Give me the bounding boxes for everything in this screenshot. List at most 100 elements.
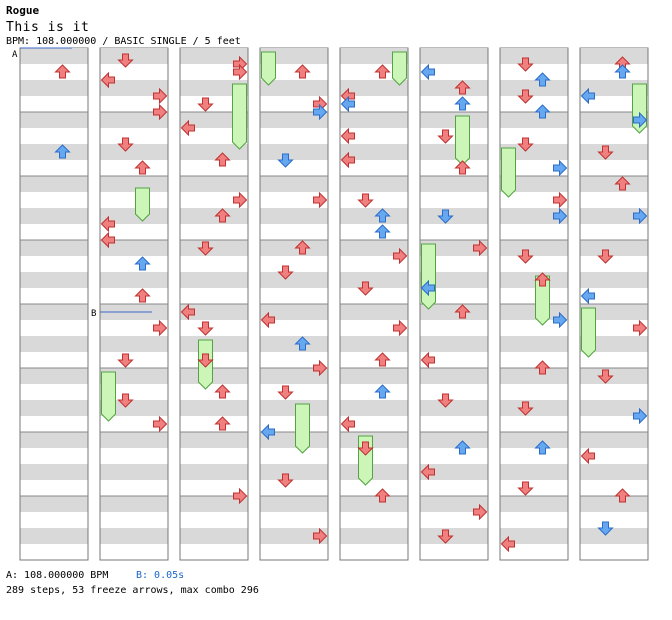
step-arrow [420,63,435,81]
step-arrow [553,207,568,225]
step-arrow [197,97,214,112]
step-arrow [553,311,568,329]
step-arrow [633,111,648,129]
step-arrow [633,407,648,425]
beat-stripe [260,432,328,448]
beat-stripe [340,336,408,352]
step-arrow [180,303,195,321]
beat-stripe [340,176,408,192]
step-arrow [393,247,408,265]
beat-stripe [260,528,328,544]
step-arrow [534,440,551,455]
step-arrow [153,87,168,105]
beat-stripe [340,208,408,224]
marker-b-label: B [91,309,96,319]
beat-stripe [340,272,408,288]
step-arrow [437,393,454,408]
beat-stripe [20,272,88,288]
beat-stripe [260,272,328,288]
step-arrow [54,64,71,79]
step-arrow [374,352,391,367]
beat-stripe [420,336,488,352]
beat-stripe [500,48,568,64]
beat-stripe [500,336,568,352]
step-arrow [517,481,534,496]
step-arrow [357,441,374,456]
step-arrow [473,503,488,521]
song-title: Rogue [6,4,40,17]
step-arrow [580,87,595,105]
step-arrow [454,304,471,319]
beat-stripe [420,144,488,160]
step-arrow [134,288,151,303]
beat-stripe [420,368,488,384]
step-arrow [633,319,648,337]
beat-stripe [420,272,488,288]
beat-stripe [20,240,88,256]
beat-stripe [340,528,408,544]
step-arrow [180,119,195,137]
step-arrow [277,153,294,168]
step-arrow [313,359,328,377]
beat-stripe [20,208,88,224]
beat-stripe [180,368,248,384]
beat-stripe [580,208,648,224]
beat-stripe [580,400,648,416]
beat-stripe [100,432,168,448]
chart-stats: 289 steps, 53 freeze arrows, max combo 2… [6,585,259,596]
step-arrow [374,488,391,503]
step-arrow [117,137,134,152]
step-arrow [197,353,214,368]
step-arrow [597,369,614,384]
beat-stripe [180,496,248,512]
beat-stripe [260,368,328,384]
freeze-arrow [261,51,276,86]
beat-stripe [340,144,408,160]
beat-stripe [260,176,328,192]
beat-stripe [580,528,648,544]
step-arrow [214,384,231,399]
beat-stripe [20,48,88,64]
step-arrow [340,151,355,169]
beat-stripe [260,80,328,96]
beat-stripe [100,272,168,288]
beat-stripe [340,400,408,416]
beat-stripe [340,368,408,384]
step-arrow [214,208,231,223]
beat-stripe [500,240,568,256]
freeze-arrow [501,147,516,198]
step-arrow [134,256,151,271]
step-arrow [117,353,134,368]
step-arrow [100,231,115,249]
beat-stripe [20,496,88,512]
step-arrow [534,104,551,119]
step-chart: AB [12,47,649,561]
step-arrow [357,193,374,208]
beat-stripe [100,208,168,224]
step-arrow [277,473,294,488]
beat-stripe [500,528,568,544]
step-arrow [294,240,311,255]
step-arrow [100,215,115,233]
freeze-arrow [392,51,407,86]
step-arrow [517,57,534,72]
beat-stripe [580,240,648,256]
step-arrow [117,393,134,408]
beat-stripe [500,208,568,224]
step-arrow [437,529,454,544]
step-arrow [214,152,231,167]
beat-stripe [180,336,248,352]
step-arrow [233,191,248,209]
step-arrow [393,319,408,337]
beat-stripe [420,496,488,512]
step-arrow [454,160,471,175]
beat-stripe [100,112,168,128]
step-arrow [454,96,471,111]
beat-stripe [420,48,488,64]
beat-stripe [260,112,328,128]
beat-stripe [100,144,168,160]
beat-stripe [580,272,648,288]
beat-stripe [260,400,328,416]
step-arrow [294,336,311,351]
step-arrow [534,360,551,375]
